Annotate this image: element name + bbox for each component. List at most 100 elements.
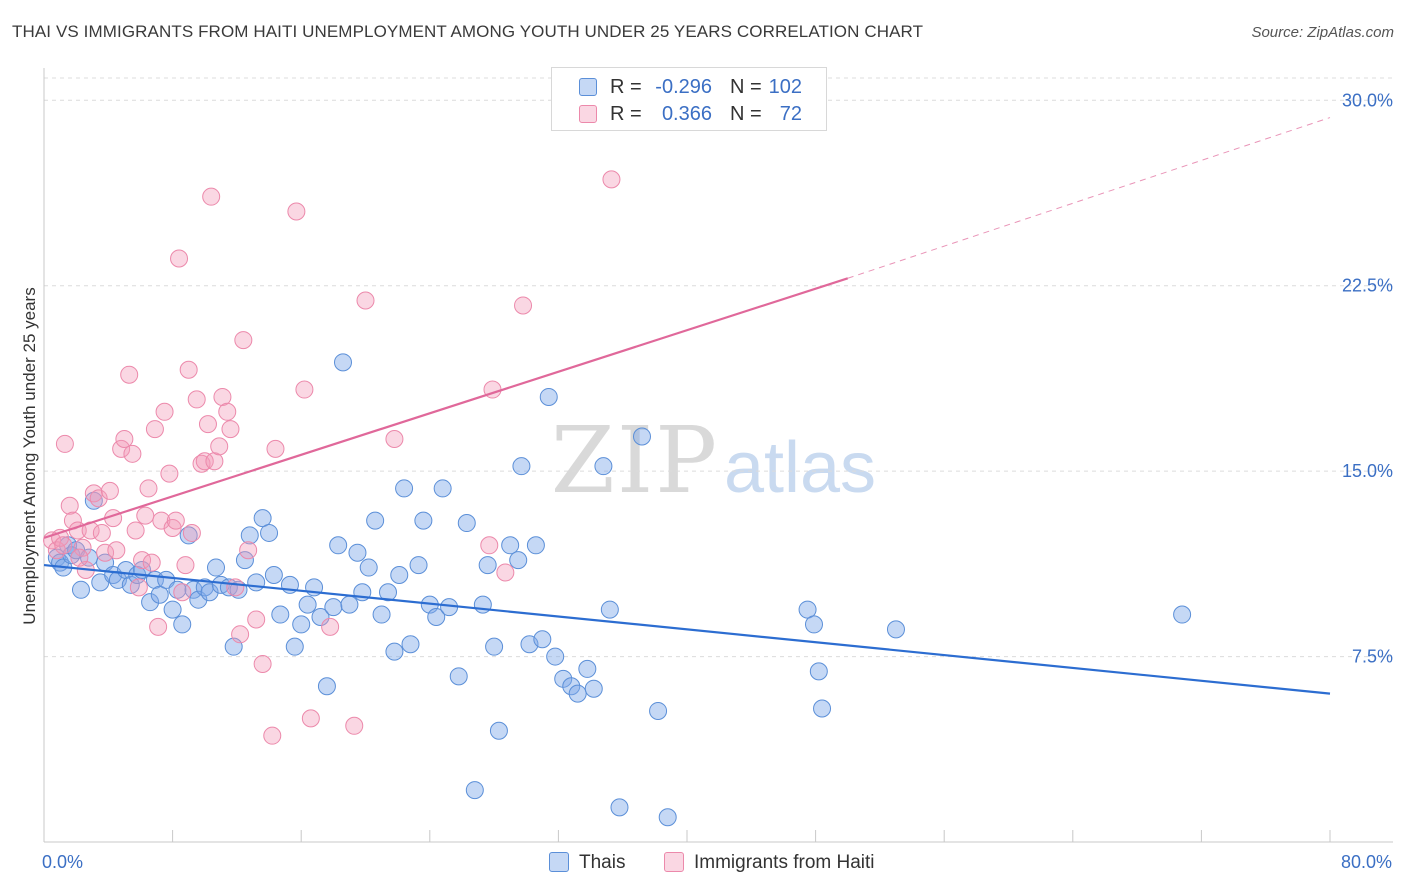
thais-point [610,798,629,817]
thais-point [526,536,545,555]
thais-point [253,509,272,528]
chart-title: THAI VS IMMIGRANTS FROM HAITI UNEMPLOYME… [12,22,924,41]
y-tick-label: 15.0% [1342,461,1393,481]
thais-point [512,457,531,476]
haiti-point [345,716,364,735]
haiti-point [139,479,158,498]
haiti-point [145,420,164,439]
thais-point [804,615,823,634]
legend-item-haiti: Immigrants from Haiti [664,852,875,874]
thais-point [427,608,446,627]
haiti-point [231,625,250,644]
haiti-point [321,617,340,636]
haiti-trend-line [43,277,849,539]
thais-point [886,620,905,639]
thais-point [457,514,476,533]
thais-point [324,598,343,617]
thais-point [649,701,668,720]
haiti-point [155,402,174,421]
haiti-point [187,390,206,409]
thais-point [141,593,160,612]
thais-point [489,721,508,740]
thais-point [395,479,414,498]
thais-point [385,642,404,661]
thais-trend-line [43,563,1331,695]
haiti-point [514,296,533,315]
haiti-point [152,511,171,530]
thais-point [179,526,198,545]
thais-point [546,647,565,666]
haiti-point [129,578,148,597]
thais-point [292,615,311,634]
haiti-point [107,541,126,560]
haiti-point [301,709,320,728]
watermark-zip: ZIP [551,407,719,514]
haiti-point [202,187,221,206]
thais-point [501,536,520,555]
thais-point [168,580,187,599]
thais-point [195,578,214,597]
n-label: N = [730,76,762,98]
source-credit: Source: ZipAtlas.com [1251,24,1394,41]
thais-point [71,580,90,599]
thais-point [173,615,192,634]
thais-point [539,387,558,406]
thais-point [798,600,817,619]
haiti-point [213,387,232,406]
thais-point [390,565,409,584]
haiti-legend-label: Immigrants from Haiti [694,852,875,873]
watermark-atlas: atlas [724,428,876,508]
r-label: R = [610,103,642,125]
haiti-point [55,434,74,453]
thais-point [813,699,832,718]
n-label: N = [730,103,762,125]
thais-point [235,551,254,570]
thais-point [333,353,352,372]
thais-point [84,491,103,510]
haiti-legend-swatch [664,852,684,872]
thais-point [600,600,619,619]
haiti-point [70,548,89,567]
thais-point [449,667,468,686]
haiti-point [84,484,103,503]
haiti-point [160,464,179,483]
thais-point [247,573,266,592]
thais-point [414,511,433,530]
thais-point [578,659,597,678]
r-value: 0.366 [661,103,712,125]
thais-point [658,808,677,827]
haiti-point [226,578,245,597]
thais-legend-label: Thais [579,852,626,873]
r-value: -0.296 [655,76,712,98]
y-tick-label: 30.0% [1342,90,1393,110]
correlation-legend: R = -0.296 N = 102 R = 0.366 N = 72 [551,67,827,131]
haiti-point [239,541,258,560]
r-label: R = [610,76,642,98]
thais-point [584,679,603,698]
y-tick-label: 7.5% [1352,647,1393,667]
thais-point [568,684,587,703]
thais-point [184,580,203,599]
x-tick-label-max: 80.0% [1340,852,1392,872]
haiti-point [496,563,515,582]
n-value: 102 [768,76,802,98]
haiti-point [96,543,115,562]
haiti-point [54,536,73,555]
haiti-point [295,380,314,399]
thais-swatch [579,78,597,96]
haiti-point [100,481,119,500]
haiti-trend-extension [847,117,1331,279]
thais-point [298,595,317,614]
y-tick-label: 22.5% [1342,276,1393,296]
thais-point [317,677,336,696]
haiti-point [92,523,111,542]
haiti-swatch [579,105,597,123]
thais-point [594,457,613,476]
thais-point [485,637,504,656]
haiti-point [247,610,266,629]
haiti-point [73,538,92,557]
haiti-point [263,726,282,745]
thais-point [311,608,330,627]
haiti-point [173,583,192,602]
